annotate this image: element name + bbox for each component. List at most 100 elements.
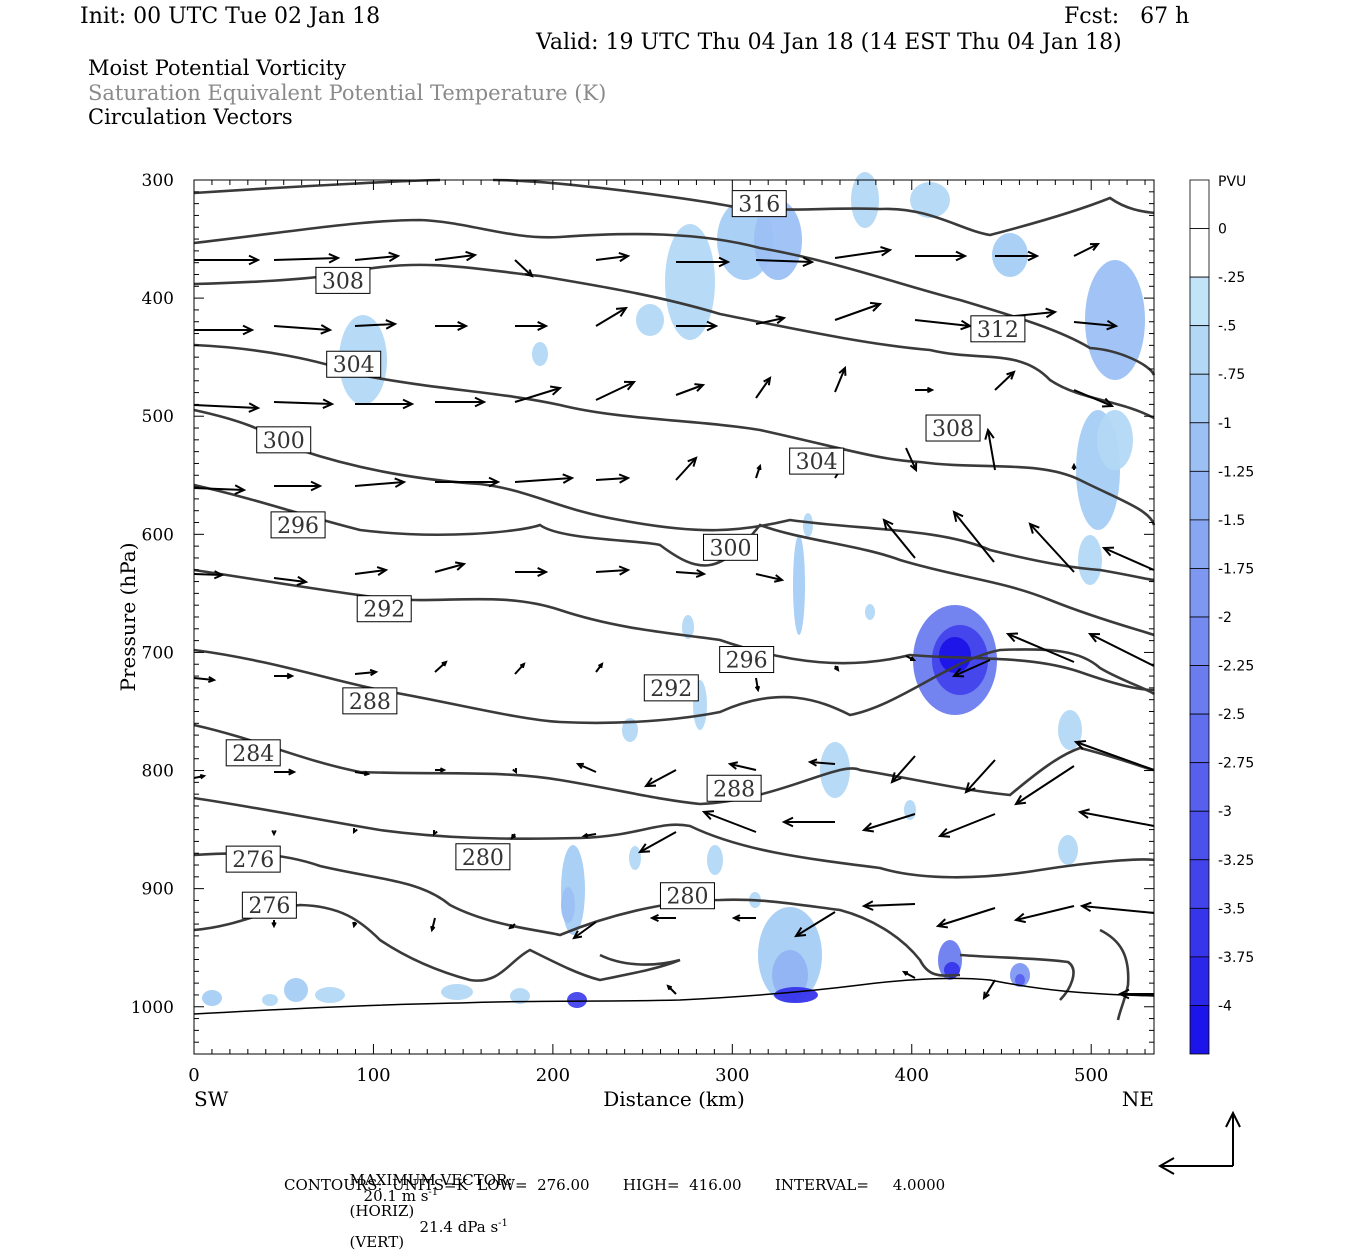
vector-arrowhead [388,251,401,263]
x-tick-label: 500 [1074,1065,1108,1086]
contour-label-text: 296 [277,514,319,539]
contour-label-box [455,843,511,871]
x-tick-label: 300 [715,1065,749,1086]
cross-section-chart: 316 308 312 304 308 300 304 296 300 292 296 292 288 2… [116,171,1254,1175]
vector-arrowhead [1005,632,1019,643]
pv-blob [567,992,587,1008]
contour-label-text: 288 [349,690,391,715]
vector-arrowhead [248,402,261,413]
colorbar-label: -2.75 [1218,756,1254,772]
contour-label-box [225,739,281,767]
vector-arrowhead [615,306,628,317]
contour-label-text: 276 [248,894,290,919]
vector-arrowhead [882,518,894,530]
vector-arrow [755,573,783,581]
vector-arrowhead [537,567,549,577]
title-mpv: Moist Potential Vorticity [88,56,346,80]
vector-arrow [434,563,465,573]
vert-tag: (VERT) [349,1233,405,1251]
max-vector-line: MAXIMUM VECTOR: 20.1 m s-1 (HORIZ) 21.4 … [340,1158,513,1251]
vector-arrow [193,404,259,409]
circulation-vectors [193,242,1155,1000]
vector-arrowhead [909,462,918,473]
contour-label-box [315,266,371,294]
horiz-tag: (HORIZ) [349,1202,415,1220]
vector-arrowhead [1089,242,1101,251]
vector-arrow [755,377,771,399]
vector-arrow [1007,633,1075,663]
contour-label-box [326,350,382,378]
vector-arrowhead [352,921,358,929]
vector-arrow [983,979,996,999]
vector-arrowhead [775,314,787,325]
vector-arrow [795,911,836,937]
vector-arrow [703,811,757,833]
vector-arrow [273,325,331,331]
vector-arrowhead [807,758,818,767]
vector-arrowhead [310,480,323,492]
contour-label-box [925,414,981,442]
colorbar-cell [1189,519,1210,569]
vector-arrow [645,769,677,787]
x-tick-label: 100 [356,1065,390,1086]
colorbar-cell [1189,179,1210,229]
y-tick-label: 300 [142,171,174,191]
title-thetaes: Saturation Equivalent Potential Temperat… [88,81,607,105]
vector-arrow [729,763,757,771]
vector-arrowhead [909,656,917,662]
colorbar-label: -2.25 [1218,659,1254,675]
vector-arrowhead [1071,462,1077,470]
contour-line [193,408,1155,582]
y-tick-label: 900 [142,880,174,900]
vector-arrow [354,323,396,327]
x-tick-label: 200 [536,1065,570,1086]
colorbar-cell [1189,325,1210,375]
vector-arrow [354,671,377,675]
pv-blob [1015,974,1025,986]
pv-blob [629,846,641,870]
vector-arrow [1089,633,1155,667]
vector-arrow [965,759,996,793]
vector-arrowhead [369,668,379,677]
colorbar-label: -.5 [1218,319,1236,335]
vector-arrowhead [512,767,518,775]
theta-es-contours [193,178,1156,1021]
contour-label-box [241,891,297,919]
vector-arrow [577,763,597,773]
vector-arrowhead [508,923,515,930]
y-tick-label: 500 [142,407,174,427]
colorbar-label: -3.25 [1218,853,1254,869]
vector-arrow [834,249,891,259]
max-vector-label: MAXIMUM VECTOR: [349,1171,513,1189]
vector-arrow [595,477,629,481]
vector-arrowhead [1027,250,1040,262]
contour-label-text: 292 [650,677,692,702]
x-tick-label: 0 [188,1065,199,1086]
x-tick-label: 400 [895,1065,929,1086]
contour-line [193,903,681,982]
vector-arrow [595,569,629,573]
contour-label-text: 280 [462,846,504,871]
pv-blob [262,994,278,1006]
contour-label-text: 292 [363,598,405,623]
surface-line [193,977,1155,1015]
vector-arrow [514,259,533,277]
vector-arrowhead [385,319,398,330]
vector-arrow [809,761,836,765]
vector-arrow [514,477,573,483]
pv-blob [682,615,694,639]
colorbar-cell [1189,859,1210,909]
vector-arrowhead [454,561,467,571]
contour-line [193,178,1155,237]
vector-arrowhead [861,822,875,833]
vector-arrowhead [363,770,371,777]
vector-arrowhead [457,321,469,331]
contour-line [959,953,1075,1001]
vector-arrow [1073,321,1117,327]
vector-arrow [914,319,971,327]
contour-label-box [659,882,715,910]
colorbar-cell [1189,713,1210,764]
contour-label-text: 308 [932,417,974,442]
vector-arrowhead [781,816,794,828]
contour-line [1099,928,1130,1021]
